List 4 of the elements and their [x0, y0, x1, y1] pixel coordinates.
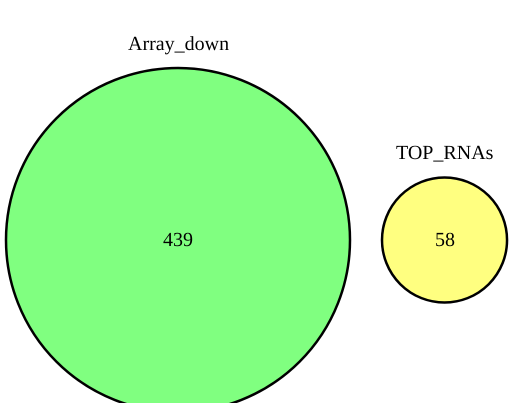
data-label: 439 — [163, 229, 193, 251]
category-label: TOP_RNAs — [396, 142, 494, 164]
category-label: Array_down — [128, 33, 230, 55]
data-label: 58 — [435, 229, 455, 251]
